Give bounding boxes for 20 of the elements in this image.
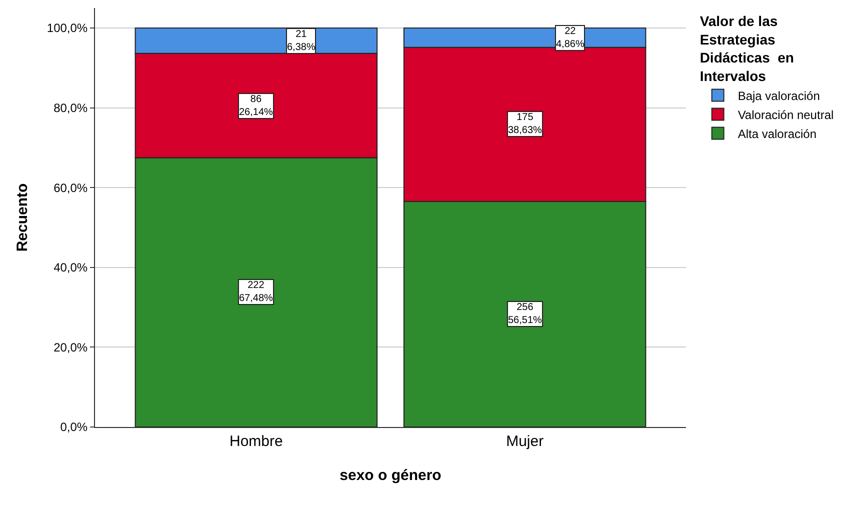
- data-label: 86 26,14%: [239, 94, 274, 118]
- x-tick-label: Mujer: [506, 433, 544, 450]
- data-label: 175 38,63%: [508, 112, 542, 136]
- legend-label: Valoración neutral: [738, 108, 834, 122]
- x-tick-label: Hombre: [230, 433, 283, 450]
- data-label: 22 4,86%: [556, 26, 584, 50]
- legend-label: Baja valoración: [738, 88, 820, 103]
- y-tick-label: 40,0%: [54, 260, 88, 275]
- y-tick-label: 0,0%: [60, 420, 88, 434]
- y-tick-label: 100,0%: [46, 21, 88, 36]
- y-axis-title: Recuento: [14, 183, 32, 252]
- y-tick-label: 20,0%: [54, 340, 88, 354]
- data-label: 21 6,38%: [287, 29, 316, 53]
- x-axis-title: sexo o género: [340, 467, 442, 484]
- legend-label: Alta valoración: [738, 126, 817, 141]
- data-label: 256 56,51%: [508, 302, 542, 326]
- legend-title: Valor de las Estrategias Didácticas en Intervalos: [700, 13, 794, 84]
- y-tick-label: 60,0%: [54, 180, 88, 195]
- y-tick-label: 80,0%: [54, 100, 88, 115]
- data-label: 222 67,48%: [239, 280, 274, 304]
